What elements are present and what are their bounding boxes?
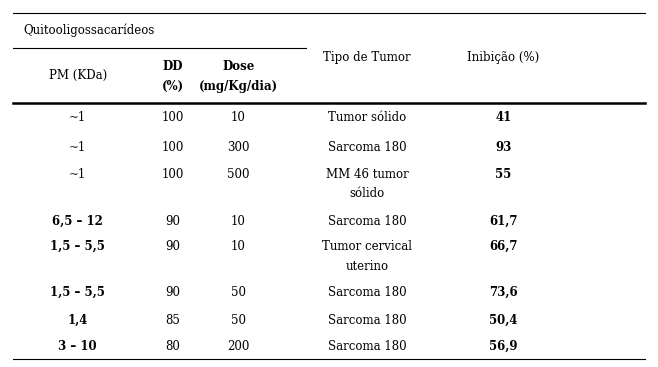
Text: DD: DD bbox=[163, 59, 184, 73]
Text: sólido: sólido bbox=[349, 187, 385, 200]
Text: 100: 100 bbox=[162, 111, 184, 124]
Text: 90: 90 bbox=[166, 240, 180, 253]
Text: 50,4: 50,4 bbox=[489, 314, 518, 327]
Text: 41: 41 bbox=[495, 111, 511, 124]
Text: 10: 10 bbox=[231, 215, 245, 228]
Text: (%): (%) bbox=[162, 80, 184, 93]
Text: 73,6: 73,6 bbox=[489, 286, 518, 299]
Text: 1,5 – 5,5: 1,5 – 5,5 bbox=[50, 240, 105, 253]
Text: 56,9: 56,9 bbox=[489, 340, 518, 353]
Text: 6,5 – 12: 6,5 – 12 bbox=[52, 215, 103, 228]
Text: Sarcoma 180: Sarcoma 180 bbox=[328, 215, 407, 228]
Text: Tumor sólido: Tumor sólido bbox=[328, 111, 406, 124]
Text: uterino: uterino bbox=[345, 259, 389, 273]
Text: 55: 55 bbox=[495, 168, 511, 181]
Text: 50: 50 bbox=[231, 314, 245, 327]
Text: 85: 85 bbox=[166, 314, 180, 327]
Text: 100: 100 bbox=[162, 141, 184, 155]
Text: ~1: ~1 bbox=[69, 111, 86, 124]
Text: 66,7: 66,7 bbox=[489, 240, 518, 253]
Text: 1,4: 1,4 bbox=[68, 314, 88, 327]
Text: Quitooligossacarídeos: Quitooligossacarídeos bbox=[23, 23, 155, 37]
Text: MM 46 tumor: MM 46 tumor bbox=[326, 168, 409, 181]
Text: 500: 500 bbox=[227, 168, 249, 181]
Text: Tipo de Tumor: Tipo de Tumor bbox=[323, 51, 411, 64]
Text: 93: 93 bbox=[495, 141, 511, 155]
Text: 61,7: 61,7 bbox=[489, 215, 518, 228]
Text: ~1: ~1 bbox=[69, 141, 86, 155]
Text: ~1: ~1 bbox=[69, 168, 86, 181]
Text: 300: 300 bbox=[227, 141, 249, 155]
Text: 3 – 10: 3 – 10 bbox=[59, 340, 97, 353]
Text: 50: 50 bbox=[231, 286, 245, 299]
Text: Dose: Dose bbox=[222, 59, 255, 73]
Text: (mg/Kg/dia): (mg/Kg/dia) bbox=[199, 80, 278, 93]
Text: 80: 80 bbox=[166, 340, 180, 353]
Text: 90: 90 bbox=[166, 215, 180, 228]
Text: 10: 10 bbox=[231, 240, 245, 253]
Text: Sarcoma 180: Sarcoma 180 bbox=[328, 340, 407, 353]
Text: Sarcoma 180: Sarcoma 180 bbox=[328, 286, 407, 299]
Text: 90: 90 bbox=[166, 286, 180, 299]
Text: 100: 100 bbox=[162, 168, 184, 181]
Text: Tumor cervical: Tumor cervical bbox=[322, 240, 412, 253]
Text: 10: 10 bbox=[231, 111, 245, 124]
Text: PM (KDa): PM (KDa) bbox=[49, 69, 107, 82]
Text: 1,5 – 5,5: 1,5 – 5,5 bbox=[50, 286, 105, 299]
Text: Inibição (%): Inibição (%) bbox=[467, 51, 540, 64]
Text: 200: 200 bbox=[227, 340, 249, 353]
Text: Sarcoma 180: Sarcoma 180 bbox=[328, 141, 407, 155]
Text: Sarcoma 180: Sarcoma 180 bbox=[328, 314, 407, 327]
